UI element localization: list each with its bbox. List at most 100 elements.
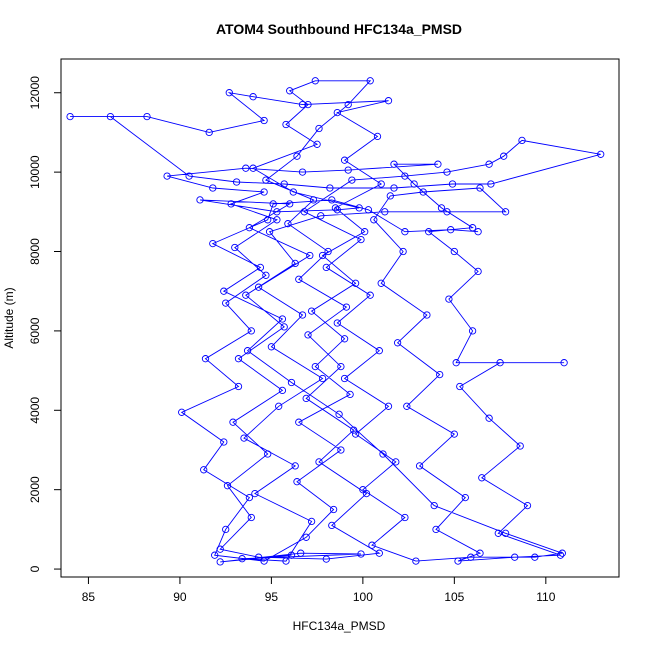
data-point [452, 359, 460, 367]
data-point [231, 243, 239, 252]
data-point [311, 77, 319, 85]
data-point [386, 192, 394, 200]
data-point [242, 291, 250, 299]
data-point [225, 89, 233, 97]
data-point [229, 418, 237, 426]
data-point [494, 529, 502, 537]
data-point [384, 97, 393, 105]
data-point [531, 553, 539, 561]
data-point [373, 132, 382, 141]
data-point [434, 160, 442, 168]
data-point [390, 160, 398, 168]
data-point [318, 374, 327, 383]
y-tick-label: 0 [28, 565, 42, 572]
data-point [282, 557, 290, 565]
data-point [295, 418, 303, 426]
data-point [467, 553, 475, 561]
data-point [560, 359, 568, 367]
data-point [476, 549, 484, 557]
data-point [298, 168, 307, 176]
data-point [443, 168, 451, 176]
data-point [220, 287, 228, 295]
data-point [278, 386, 287, 395]
x-axis: 85 90 95 100 105 110 [82, 576, 556, 604]
data-point [448, 180, 457, 188]
data-point [240, 434, 248, 442]
data-point [264, 216, 272, 224]
data-point [377, 180, 385, 188]
data-point [340, 156, 349, 164]
data-point [293, 478, 301, 486]
data-point [425, 228, 433, 236]
data-point [275, 402, 283, 410]
data-point [211, 551, 219, 559]
data-point [501, 529, 510, 537]
data-point [287, 378, 296, 387]
data-point [254, 283, 263, 291]
x-axis-label: HFC134a_PMSD [293, 619, 386, 633]
data-point [556, 551, 565, 559]
data-point [201, 355, 210, 363]
data-point [436, 370, 444, 379]
x-tick-label: 110 [536, 590, 555, 604]
data-point [291, 259, 299, 268]
y-tick-label: 12000 [28, 76, 42, 110]
x-tick-label: 105 [444, 590, 464, 604]
data-point [315, 124, 323, 133]
data-point [196, 196, 204, 204]
data-point [302, 394, 310, 403]
data-point [243, 347, 252, 355]
data-point [209, 184, 217, 192]
data-point [143, 112, 151, 121]
data-point [500, 152, 508, 160]
data-point [249, 164, 257, 172]
data-point [392, 458, 400, 466]
plot-frame [60, 58, 620, 578]
data-point [403, 402, 411, 410]
data-point [375, 347, 383, 355]
data-point [106, 112, 115, 121]
data-point [337, 446, 345, 454]
data-point [419, 188, 427, 196]
data-point [209, 239, 217, 248]
data-point [287, 551, 296, 559]
data-point [311, 362, 319, 371]
data-point [412, 557, 420, 565]
data-point [295, 275, 303, 283]
data-point [351, 279, 360, 287]
data-point [478, 474, 486, 482]
data-point [304, 100, 312, 109]
data-point [260, 116, 268, 125]
data-point [474, 267, 482, 276]
x-tick-label: 100 [353, 590, 373, 604]
data-point [558, 549, 566, 557]
data-point [361, 228, 369, 236]
data-point [344, 166, 352, 174]
data-point [216, 558, 224, 566]
y-tick-label: 4000 [28, 397, 42, 424]
data-point [485, 414, 493, 422]
data-point [66, 112, 74, 121]
data-point [178, 408, 186, 416]
data-point [346, 390, 354, 399]
data-point [496, 359, 504, 367]
data-point [401, 228, 409, 236]
data-point [597, 150, 605, 158]
data-point [222, 299, 230, 307]
chart-title: ATOM4 Southbound HFC134a_PMSD [216, 21, 462, 37]
series-line [70, 80, 601, 563]
data-point [322, 555, 330, 563]
data-point [351, 430, 360, 438]
data-point [286, 87, 294, 95]
data-point [205, 128, 213, 137]
data-point [344, 100, 352, 109]
data-point [278, 315, 287, 323]
data-point [456, 382, 464, 391]
data-point [423, 311, 431, 319]
data-point [523, 501, 532, 510]
data-point [331, 204, 340, 212]
data-point [300, 208, 308, 216]
data-point [359, 486, 367, 494]
data-point [284, 220, 292, 228]
